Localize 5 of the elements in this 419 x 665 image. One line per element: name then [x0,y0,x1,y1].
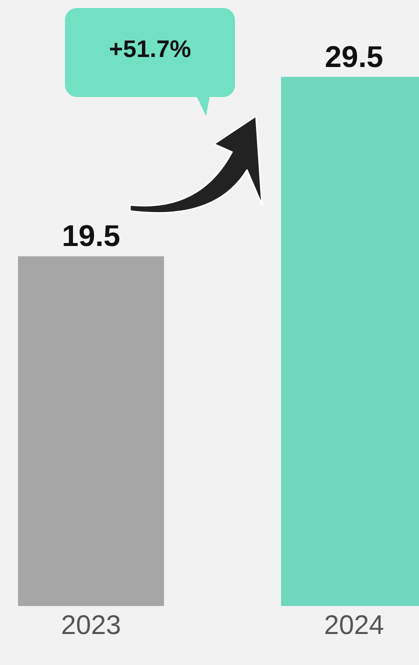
data-label: 29.5 [324,40,384,74]
x-tick-label: 2023 [60,610,122,640]
x-tick-label: 2024 [324,610,384,640]
text: +51.7% [109,36,192,63]
data-label: 19.5 [62,220,120,254]
